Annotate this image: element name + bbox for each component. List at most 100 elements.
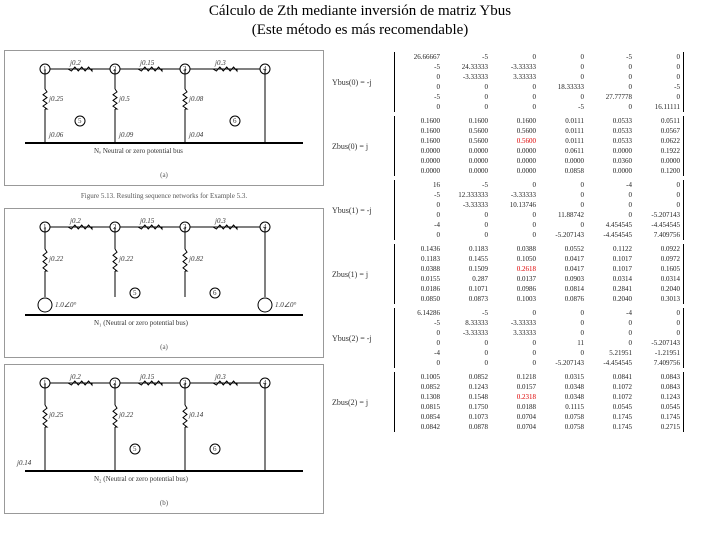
matrix-cell: 0: [443, 210, 491, 220]
matrix-cell: 0.1548: [443, 392, 491, 402]
matrix-cell: 0.0843: [635, 372, 683, 382]
matrix-cell: 0: [635, 328, 683, 338]
page-title: Cálculo de Zth mediante inversión de mat…: [0, 2, 720, 40]
matrix-cell: 0: [491, 308, 539, 318]
matrix-table: 16-500-40-512.333333-3.333330000-3.33333…: [394, 180, 684, 240]
matrix-cell: -5: [395, 318, 443, 328]
matrix-cell: 3.33333: [491, 328, 539, 338]
matrix-cell: 0.0511: [635, 116, 683, 126]
matrix-cell: 0: [635, 72, 683, 82]
matrix-cell: 0: [587, 82, 635, 92]
svg-text:Nₒ Neutral or zero potential b: Nₒ Neutral or zero potential bus: [94, 147, 183, 155]
matrix-cell: 0: [539, 62, 587, 72]
svg-text:N₂ (Neutral or zero potential: N₂ (Neutral or zero potential bus): [94, 475, 189, 483]
matrix-cell: 0.0000: [491, 146, 539, 156]
matrix-cell: 0.1600: [491, 116, 539, 126]
svg-text:j0.82: j0.82: [188, 255, 204, 263]
svg-text:j0.22: j0.22: [118, 255, 134, 263]
matrix-cell: 24.33333: [443, 62, 491, 72]
matrix-cell: 0: [443, 92, 491, 102]
matrix-cell: 0.1600: [395, 126, 443, 136]
matrix-cell: 0.0850: [395, 294, 443, 304]
matrix-cell: 0.2040: [587, 294, 635, 304]
matrix-cell: 6.14286: [395, 308, 443, 318]
matrix-cell: 4.454545: [587, 220, 635, 230]
title-line2: (Este método es más recomendable): [252, 22, 469, 38]
matrix-cell: 0: [539, 180, 587, 190]
matrix-cell: 0: [539, 200, 587, 210]
matrix-cell: 0.1122: [587, 244, 635, 254]
matrix-cell: 0: [587, 190, 635, 200]
matrix-cell: 0.1745: [587, 412, 635, 422]
matrix-cell: 0: [491, 338, 539, 348]
matrix-cell: 0: [491, 92, 539, 102]
svg-text:j0.2: j0.2: [69, 59, 81, 67]
matrix-cell: 0.1745: [587, 422, 635, 432]
svg-text:N₁ (Neutral or zero potential: N₁ (Neutral or zero potential bus): [94, 319, 189, 327]
matrix-cell: 0: [635, 92, 683, 102]
matrix-cell: 0.0000: [395, 166, 443, 176]
matrix-label: Ybus(2) = -j: [332, 334, 394, 343]
matrix-cell: 0.1308: [395, 392, 443, 402]
matrix-cell: 0.0000: [491, 156, 539, 166]
matrix-cell: 0.5600: [443, 136, 491, 146]
matrix-cell: 0: [491, 220, 539, 230]
matrix-cell: 0: [491, 210, 539, 220]
matrix-cell: 0.5600: [491, 136, 539, 146]
matrix-cell: 0: [635, 180, 683, 190]
matrix-cell: 0.0533: [587, 126, 635, 136]
matrix-cell: 0.0922: [635, 244, 683, 254]
matrix-cell: 0: [395, 102, 443, 112]
matrix-cell: 0.2040: [635, 284, 683, 294]
matrix-cell: 0.1218: [491, 372, 539, 382]
matrix-0: Ybus(0) = -j26.66667-500-50-524.33333-3.…: [332, 52, 714, 112]
matrix-cell: -4: [587, 308, 635, 318]
matrix-cell: 0.0315: [539, 372, 587, 382]
matrix-cell: 0.0186: [395, 284, 443, 294]
svg-text:j0.04: j0.04: [188, 131, 204, 139]
matrix-cell: 0.0000: [443, 146, 491, 156]
matrix-cell: 0: [395, 200, 443, 210]
matrix-table: 0.10050.08520.12180.03150.08410.08430.08…: [394, 372, 684, 432]
matrix-cell: -4.454545: [587, 358, 635, 368]
matrix-cell: 16: [395, 180, 443, 190]
matrix-cell: 0.1243: [635, 392, 683, 402]
matrix-cell: 0.1183: [395, 254, 443, 264]
svg-text:6: 6: [213, 445, 217, 453]
matrix-cell: 0.1115: [539, 402, 587, 412]
svg-text:j0.25: j0.25: [48, 95, 64, 103]
matrix-cell: 0: [395, 72, 443, 82]
matrix-cell: 0.0533: [587, 136, 635, 146]
matrix-cell: 0.0417: [539, 264, 587, 274]
matrix-label: Ybus(1) = -j: [332, 206, 394, 215]
svg-text:j0.5: j0.5: [118, 95, 130, 103]
svg-text:j0.15: j0.15: [139, 217, 155, 225]
matrix-cell: 7.409756: [635, 230, 683, 240]
matrix-cell: 0.0000: [395, 146, 443, 156]
matrix-cell: -3.33333: [491, 62, 539, 72]
matrix-cell: 7.409756: [635, 358, 683, 368]
matrix-cell: 0.0815: [395, 402, 443, 412]
matrix-cell: 0: [395, 328, 443, 338]
matrix-cell: 0.2715: [635, 422, 683, 432]
matrix-cell: 16.11111: [635, 102, 683, 112]
matrix-cell: 0.1071: [443, 284, 491, 294]
matrix-cell: 0: [635, 308, 683, 318]
matrix-cell: 0.1600: [443, 116, 491, 126]
matrix-cell: 0.0814: [539, 284, 587, 294]
circuit-1: j0.2j0.15j0.31234j0.22j0.22j0.821.0∠0°1.…: [4, 208, 324, 358]
svg-text:6: 6: [233, 117, 237, 125]
matrix-cell: -5: [539, 102, 587, 112]
matrix-cell: 0.0873: [443, 294, 491, 304]
matrix-cell: -5.207143: [539, 230, 587, 240]
matrix-cell: 0.1455: [443, 254, 491, 264]
matrix-cell: 0.1072: [587, 392, 635, 402]
matrix-cell: 3.33333: [491, 72, 539, 82]
matrix-cell: -3.33333: [443, 328, 491, 338]
matrix-cell: -5: [395, 92, 443, 102]
svg-text:j0.3: j0.3: [214, 217, 226, 225]
matrix-cell: 0.0157: [491, 382, 539, 392]
svg-text:j0.3: j0.3: [214, 59, 226, 67]
matrix-table: 0.14360.11830.03880.05520.11220.09220.11…: [394, 244, 684, 304]
svg-text:j0.14: j0.14: [16, 459, 32, 467]
